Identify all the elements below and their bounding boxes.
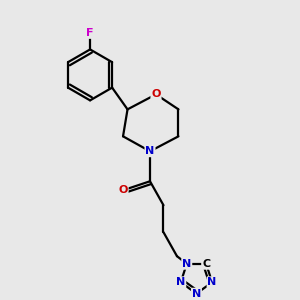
Text: N: N — [146, 146, 154, 156]
Text: F: F — [86, 28, 94, 38]
Text: O: O — [118, 185, 128, 195]
Text: O: O — [151, 89, 161, 99]
Text: N: N — [176, 277, 185, 287]
Text: N: N — [192, 289, 201, 298]
Text: C: C — [202, 259, 210, 269]
Text: N: N — [182, 259, 191, 269]
Text: N: N — [208, 277, 217, 287]
